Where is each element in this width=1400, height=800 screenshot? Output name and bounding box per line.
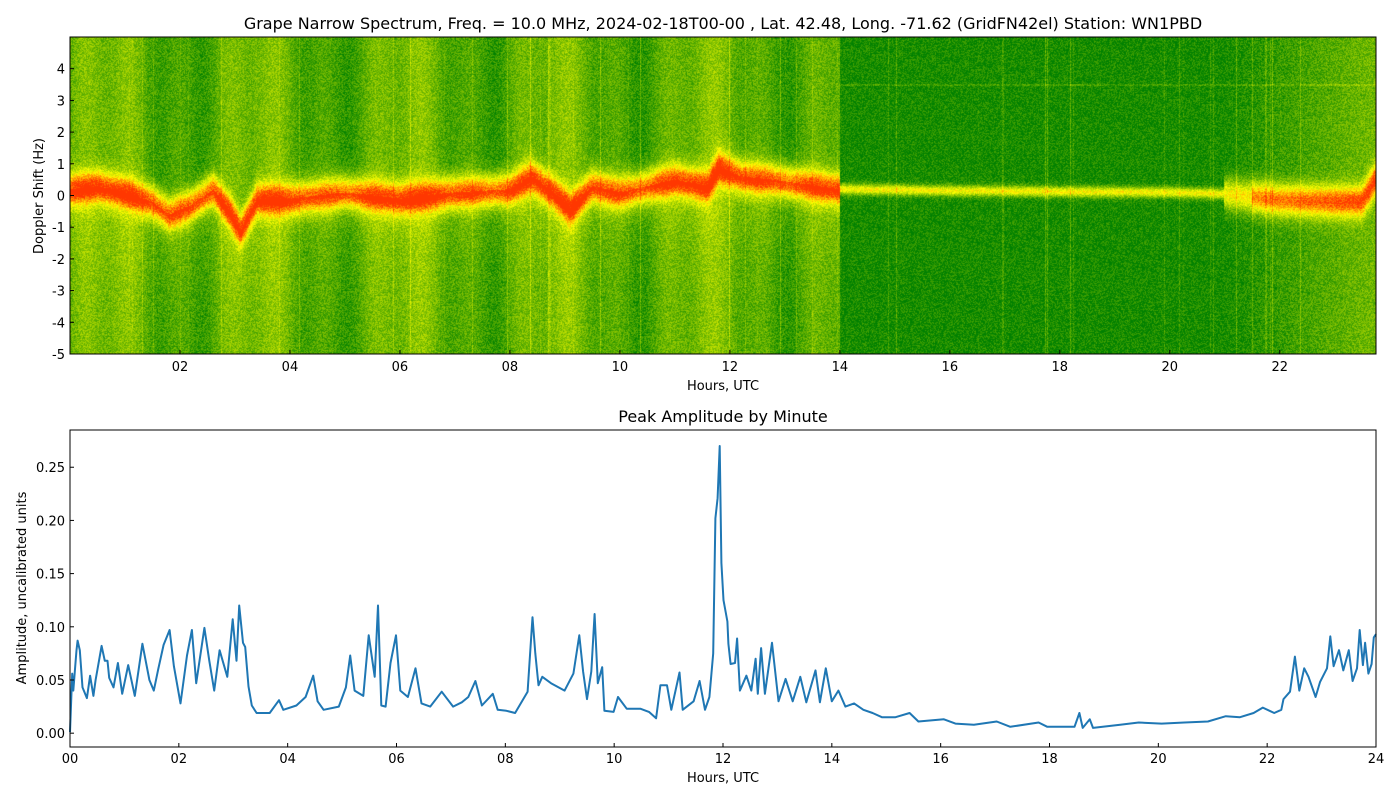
x-tick-label: 14 [832, 360, 849, 375]
y-tick-label: 0.25 [36, 461, 65, 476]
x-tick-label: 04 [279, 752, 296, 767]
y-tick-label: 3 [57, 94, 65, 109]
y-tick-label: -1 [52, 221, 65, 236]
x-tick-label: 22 [1271, 360, 1288, 375]
y-tick-label: 0 [57, 190, 65, 205]
x-tick-label: 06 [388, 752, 405, 767]
y-tick-label: 1 [57, 158, 65, 173]
amplitude-x-label: Hours, UTC [687, 771, 759, 786]
y-tick-label: 0.00 [36, 727, 65, 742]
y-tick-label: 0.05 [36, 674, 65, 689]
amplitude-plot-area [69, 445, 1377, 733]
y-tick-label: 2 [57, 126, 65, 141]
y-tick-label: -4 [52, 316, 65, 331]
spectrum-y-ticks: 4 3 2 1 0 -1 -2 -3 -4 -5 [52, 63, 74, 363]
x-tick-label: 04 [282, 360, 299, 375]
x-tick-label: 20 [1162, 360, 1179, 375]
x-tick-label: 20 [1150, 752, 1167, 767]
x-tick-label: 18 [1052, 360, 1069, 375]
x-tick-label: 12 [722, 360, 739, 375]
x-tick-label: 06 [392, 360, 409, 375]
spectrum-x-label: Hours, UTC [687, 379, 759, 394]
x-tick-label: 10 [612, 360, 629, 375]
amplitude-x-ticks: 00 02 04 06 08 10 12 14 16 18 20 22 24 [62, 743, 1385, 767]
x-tick-label: 12 [715, 752, 732, 767]
spectrum-axes-frame [69, 36, 1377, 355]
spectrum-x-ticks: 02 04 06 08 10 12 14 16 18 20 22 [172, 350, 1288, 375]
x-tick-label: 00 [62, 752, 79, 767]
x-tick-label: 18 [1041, 752, 1058, 767]
y-tick-label: 0.20 [36, 514, 65, 529]
x-tick-label: 08 [502, 360, 519, 375]
x-tick-label: 08 [497, 752, 514, 767]
spectrogram-heatmap [70, 37, 1376, 354]
x-tick-label: 02 [171, 752, 188, 767]
amplitude-title: Peak Amplitude by Minute [618, 407, 828, 426]
spectrum-title: Grape Narrow Spectrum, Freq. = 10.0 MHz,… [244, 14, 1202, 33]
y-tick-label: -5 [52, 348, 65, 363]
x-tick-label: 10 [606, 752, 623, 767]
x-tick-label: 22 [1259, 752, 1276, 767]
x-tick-label: 24 [1368, 752, 1385, 767]
y-tick-label: 0.10 [36, 621, 65, 636]
x-tick-label: 14 [824, 752, 841, 767]
y-tick-label: 0.15 [36, 568, 65, 583]
amplitude-y-label: Amplitude, uncalibrated units [15, 491, 30, 684]
y-tick-label: -2 [52, 253, 65, 268]
x-tick-label: 16 [942, 360, 959, 375]
y-tick-label: -3 [52, 285, 65, 300]
y-tick-label: 4 [57, 63, 65, 78]
x-tick-label: 02 [172, 360, 189, 375]
amplitude-series-line [69, 445, 1377, 733]
x-tick-label: 16 [932, 752, 949, 767]
spectrum-y-label: Doppler Shift (Hz) [32, 138, 47, 254]
amplitude-y-ticks: 0.00 0.05 0.10 0.15 0.20 0.25 [36, 461, 74, 742]
